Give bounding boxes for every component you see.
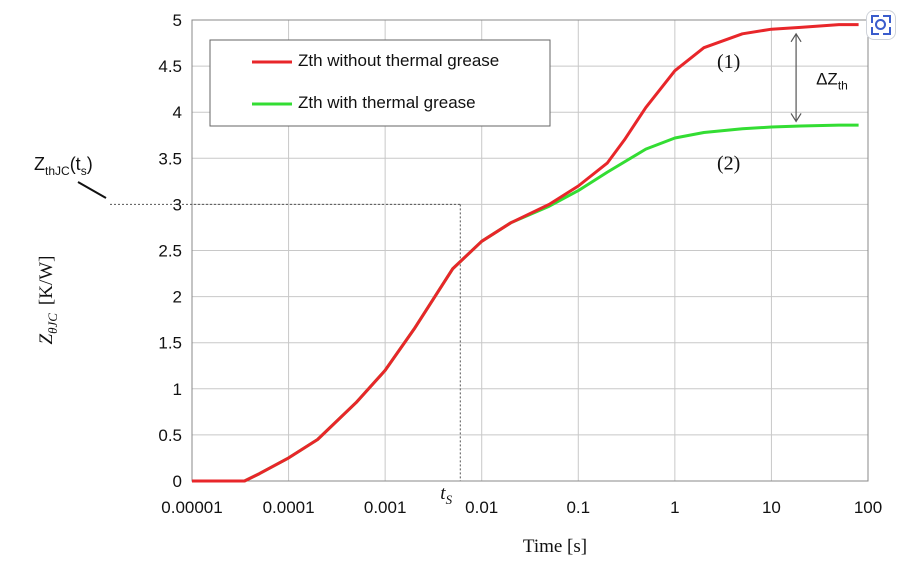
x-tick-label: 10 (762, 498, 781, 517)
y-tick-label: 1 (173, 380, 182, 399)
y-tick-label: 1.5 (158, 334, 182, 353)
x-tick-label: 0.0001 (263, 498, 315, 517)
lens-ring (875, 19, 886, 30)
x-tick-label: 0.1 (566, 498, 590, 517)
y-tick-label: 3 (173, 195, 182, 214)
plot-frame (191, 19, 869, 482)
y-tick-label: 5 (173, 11, 182, 30)
x-axis-title: Time [s] (523, 536, 587, 557)
y-tick-label: 4.5 (158, 57, 182, 76)
delta-arrow-head-bottom (790, 113, 802, 123)
y-tick-label: 2.5 (158, 242, 182, 261)
curve-1-label: (1) (717, 51, 740, 73)
x-tick-label: 0.001 (364, 498, 407, 517)
x-tick-label: 0.01 (465, 498, 498, 517)
y-tick-label: 4 (173, 103, 182, 122)
y-tick-label: 0 (173, 472, 182, 491)
lens-corner-tr (883, 15, 891, 23)
lens-corner-bl (871, 27, 879, 35)
y-axis-ticks: 0 0.5 1 1.5 2 2.5 3 3.5 4 4.5 5 (158, 11, 182, 491)
y-tick-label: 0.5 (158, 426, 182, 445)
delta-arrow-head-top (790, 32, 802, 43)
lens-corner-br (883, 27, 891, 35)
curve-2-label: (2) (717, 153, 740, 175)
delta-zth-arrow (790, 32, 802, 123)
zthjc-ts-label: ZthJC(ts) (34, 154, 93, 178)
x-tick-label: 0.00001 (161, 498, 222, 517)
legend-box (209, 39, 551, 127)
x-axis-ticks: 0.00001 0.0001 0.001 0.01 0.1 1 10 100 (161, 498, 882, 517)
x-tick-label: 100 (854, 498, 882, 517)
y-tick-label: 3.5 (158, 149, 182, 168)
delta-zth-label: ΔZth (816, 70, 848, 93)
y-tick-label: 2 (173, 288, 182, 307)
visual-search-icon[interactable] (866, 10, 896, 40)
y-axis-title: ZθJC[K/W] (36, 256, 60, 345)
lens-corner-tl (871, 15, 879, 23)
series-lines (192, 23, 859, 483)
ts-label: tS (440, 483, 452, 507)
legend-label-without-grease: Zth without thermal grease (298, 51, 499, 70)
series-line-without-grease (192, 23, 859, 483)
legend-label-with-grease: Zth with thermal grease (298, 93, 476, 112)
zthjc-callout-line (77, 181, 107, 199)
x-tick-label: 1 (670, 498, 679, 517)
